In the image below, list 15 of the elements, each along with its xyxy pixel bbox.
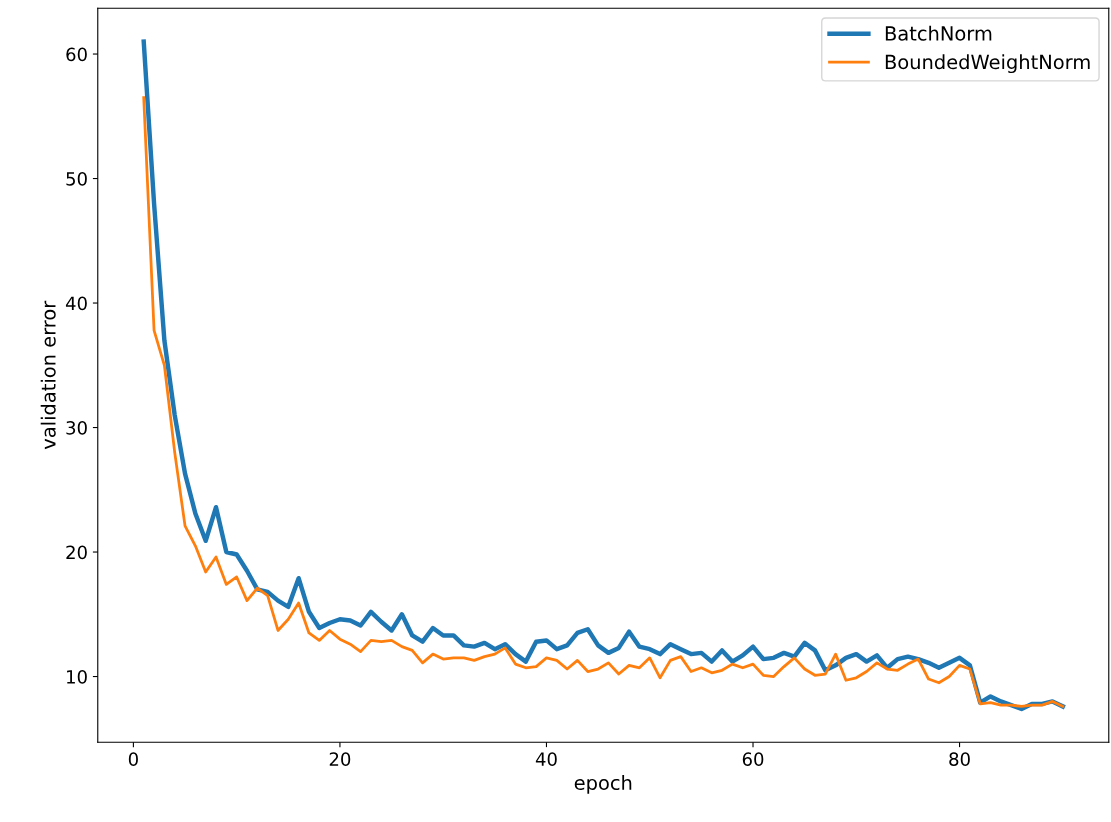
legend-label: BatchNorm xyxy=(885,25,992,41)
y-tick-label: 50 xyxy=(66,171,87,186)
x-axis-title: epoch xyxy=(574,775,632,794)
y-axis-title: validation error xyxy=(40,300,56,450)
y-tick-label: 30 xyxy=(66,420,87,435)
x-tick-label: 60 xyxy=(742,752,764,766)
x-tick-label: 20 xyxy=(329,752,351,766)
x-tick-label: 0 xyxy=(128,752,138,766)
y-tick-label: 40 xyxy=(65,296,87,311)
x-tick-label: 80 xyxy=(949,752,970,766)
legend-label: BoundedWeightNorm xyxy=(885,54,1090,74)
x-tick-label: 40 xyxy=(535,752,557,766)
y-tick-label: 60 xyxy=(66,47,87,62)
y-tick-label: 20 xyxy=(66,545,87,560)
y-tick-label: 10 xyxy=(67,669,87,684)
